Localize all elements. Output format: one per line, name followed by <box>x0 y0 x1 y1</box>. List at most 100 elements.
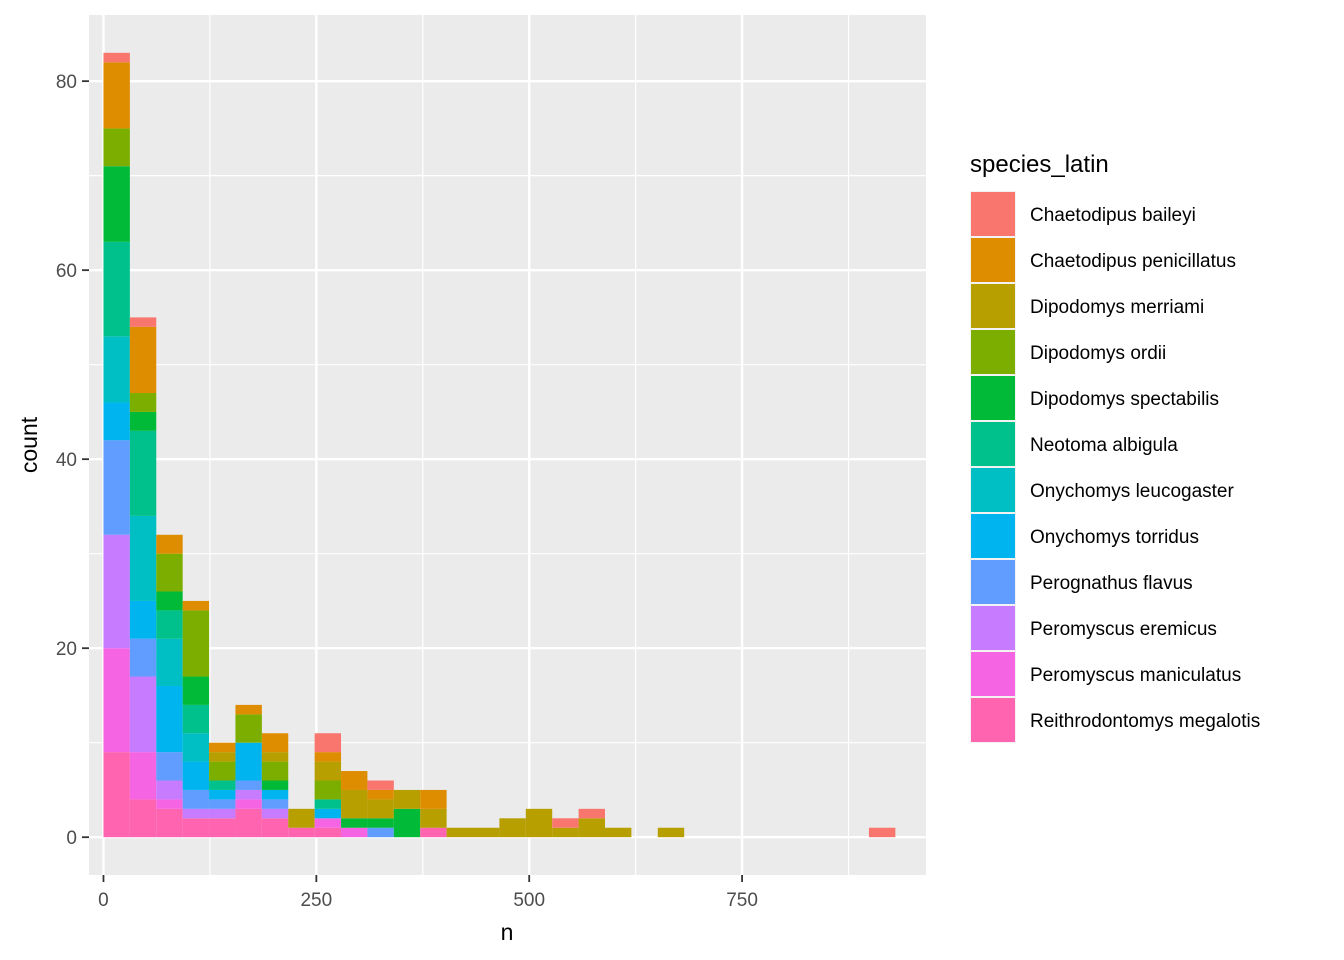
bar-segment <box>367 827 394 838</box>
bar-segment <box>156 610 183 639</box>
bar-segment <box>156 799 183 809</box>
bar-segment <box>156 685 183 753</box>
bar-segment <box>182 676 210 705</box>
bar-segment <box>182 818 210 838</box>
legend-swatch <box>971 606 1015 650</box>
bar-segment <box>103 648 130 753</box>
legend-label: Neotoma albigula <box>1030 435 1178 456</box>
bar-segment <box>261 752 289 762</box>
bar-segment <box>341 818 368 828</box>
bar-segment <box>156 591 183 611</box>
bar-segment <box>341 771 368 790</box>
legend-swatch <box>971 422 1015 466</box>
legend-swatch <box>971 284 1015 328</box>
plot-panel <box>89 15 926 875</box>
bar-segment <box>525 808 553 838</box>
bar-segment <box>129 411 157 431</box>
bar-segment <box>209 789 236 800</box>
legend-title: species_latin <box>970 151 1109 178</box>
bar-segment <box>314 780 342 800</box>
bar-segment <box>604 827 632 838</box>
bar-segment <box>103 52 130 63</box>
minor-gridlines <box>89 15 926 875</box>
bar-segment <box>341 789 368 819</box>
bar-segment <box>367 780 394 790</box>
bar-segment <box>209 752 236 762</box>
bar-segment <box>182 600 210 611</box>
bar-segment <box>868 827 896 838</box>
x-tick-label: 250 <box>300 890 332 911</box>
x-axis: 0 250 500 750 <box>98 875 758 911</box>
bar-segment <box>314 761 342 781</box>
bar-segment <box>552 818 579 828</box>
legend-swatch <box>971 192 1015 236</box>
bar-segment <box>182 610 210 677</box>
y-axis: 0 20 40 60 80 <box>56 72 89 849</box>
legend-items: Chaetodipus baileyi Chaetodipus penicilla… <box>970 191 1260 743</box>
bar-segment <box>156 752 183 781</box>
legend-label: Chaetodipus penicillatus <box>1030 251 1236 272</box>
legend-swatch <box>971 698 1015 742</box>
bar-segment <box>103 534 130 649</box>
legend-swatch <box>971 238 1015 282</box>
bar-segment <box>209 742 236 753</box>
bar-segment <box>261 761 289 781</box>
bar-segment <box>129 600 157 639</box>
x-tick-label: 500 <box>513 890 545 911</box>
bar-segment <box>103 402 130 441</box>
bar-segment <box>156 808 183 838</box>
bar-segment <box>341 827 368 838</box>
bar-segment <box>314 733 342 753</box>
bar-segment <box>156 780 183 800</box>
bar-segment <box>314 827 342 838</box>
bar-segment <box>657 827 685 838</box>
legend-label: Dipodomys merriami <box>1030 297 1204 318</box>
x-tick-label: 750 <box>726 890 758 911</box>
bar-segment <box>446 827 474 838</box>
bar-segment <box>261 789 289 800</box>
legend-label: Chaetodipus baileyi <box>1030 205 1196 226</box>
bar-segment <box>103 440 130 535</box>
bar-segment <box>103 241 130 337</box>
legend-label: Peromyscus maniculatus <box>1030 665 1241 686</box>
bar-segment <box>314 752 342 762</box>
bar-segment <box>182 704 210 734</box>
bar-segment <box>261 808 289 819</box>
bar-segment <box>288 808 315 828</box>
bar-segment <box>209 818 236 838</box>
bar-segment <box>129 676 157 753</box>
bar-segment <box>235 808 262 838</box>
bar-segment <box>235 780 262 790</box>
y-tick-label: 60 <box>56 261 77 282</box>
x-tick-label: 0 <box>98 890 109 911</box>
legend-label: Dipodomys ordii <box>1030 343 1166 364</box>
y-tick-label: 40 <box>56 450 77 471</box>
bar-segment <box>499 818 526 838</box>
histogram-bars <box>103 52 896 838</box>
legend-label: Dipodomys spectabilis <box>1030 389 1219 410</box>
legend-label: Perognathus flavus <box>1030 573 1193 594</box>
bar-segment <box>129 799 157 838</box>
bar-segment <box>261 799 289 809</box>
bar-segment <box>103 752 130 838</box>
bar-segment <box>129 752 157 800</box>
bar-segment <box>129 430 157 516</box>
bar-segment <box>578 818 605 838</box>
x-axis-title: n <box>501 919 514 945</box>
bar-segment <box>209 808 236 819</box>
bar-segment <box>314 808 342 819</box>
bar-segment <box>420 808 447 828</box>
bar-segment <box>235 714 262 743</box>
y-tick-label: 20 <box>56 639 77 660</box>
bar-segment <box>393 808 421 838</box>
bar-segment <box>182 761 210 790</box>
legend-swatch <box>971 376 1015 420</box>
legend-label: Reithrodontomys megalotis <box>1030 711 1260 732</box>
bar-segment <box>156 638 183 686</box>
legend-swatch <box>971 514 1015 558</box>
bar-segment <box>156 553 183 592</box>
bar-segment <box>235 742 262 781</box>
legend: species_latin Chaetodipus baileyiChaetod… <box>970 151 1260 743</box>
bar-segment <box>314 799 342 809</box>
bar-segment <box>393 789 421 809</box>
